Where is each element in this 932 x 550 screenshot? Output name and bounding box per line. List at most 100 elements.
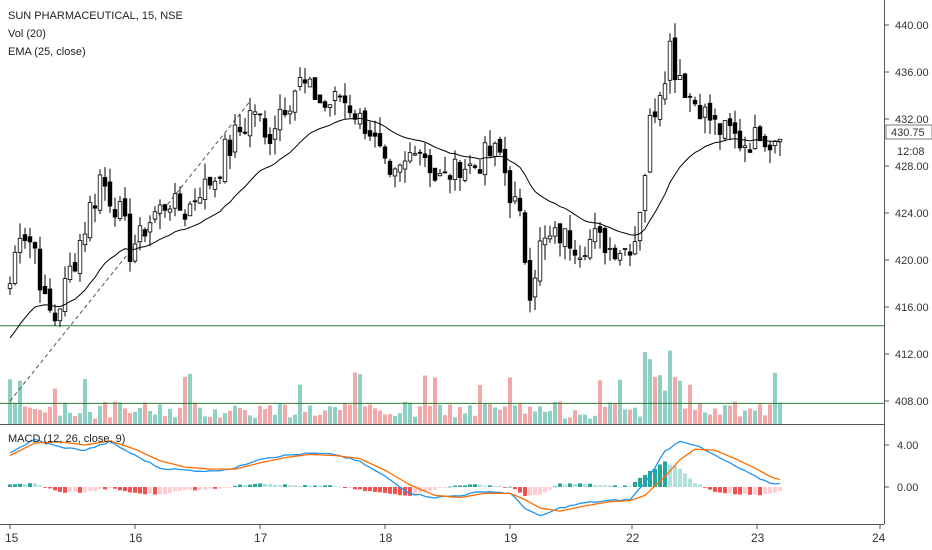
candle	[582, 255, 588, 257]
time-label-22: 22	[626, 531, 640, 545]
volume-bar	[748, 408, 752, 424]
candle	[67, 265, 73, 280]
candle	[212, 180, 218, 190]
candle	[762, 136, 768, 148]
volume-bar	[768, 404, 772, 424]
candle	[777, 138, 783, 143]
candle	[722, 120, 728, 139]
macd-histogram-bar	[558, 483, 562, 487]
macd-histogram-bar	[108, 487, 112, 488]
volume-bar	[678, 380, 682, 424]
volume-bar	[243, 410, 247, 424]
candle	[312, 77, 318, 101]
symbol-title: SUN PHARMACEUTICAL, 15, NSE	[8, 10, 183, 22]
volume-bar	[268, 405, 272, 424]
volume-bar	[643, 352, 647, 424]
volume-bar	[638, 416, 642, 424]
candle	[307, 78, 313, 88]
candle	[402, 160, 408, 170]
volume-bar	[448, 404, 452, 424]
macd-histogram-bar	[378, 487, 382, 493]
volume-bar	[708, 414, 712, 424]
macd-histogram-bar	[433, 487, 437, 490]
candle	[572, 249, 578, 256]
volume-bar	[488, 404, 492, 424]
volume-bar	[563, 418, 567, 424]
candle	[587, 239, 593, 259]
candle	[552, 227, 558, 237]
volume-bar	[183, 376, 187, 424]
macd-histogram-bar	[503, 487, 507, 488]
candle	[687, 95, 693, 98]
volume-bar	[298, 384, 302, 424]
macd-histogram-bar	[533, 487, 537, 495]
macd-histogram-bar	[28, 483, 32, 487]
macd-histogram-bar	[368, 487, 372, 492]
volume-bar	[513, 405, 517, 424]
volume-bar	[523, 413, 527, 424]
macd-histogram-bar	[303, 485, 307, 487]
volume-bar	[778, 402, 782, 424]
volume-bar	[623, 409, 627, 424]
candle	[692, 99, 698, 105]
volume-bar	[398, 413, 402, 424]
macd-histogram-bar	[703, 487, 707, 488]
volume-bar	[628, 409, 632, 424]
macd-histogram-bar	[673, 465, 677, 487]
macd-histogram-bar	[243, 485, 247, 487]
volume-bar	[283, 404, 287, 424]
price-pane[interactable]	[0, 0, 884, 424]
macd-histogram-bar	[348, 487, 352, 488]
candles-layer	[7, 23, 783, 328]
volume-bar	[13, 402, 17, 424]
volume-bar	[443, 415, 447, 424]
candle	[677, 75, 683, 81]
candle	[392, 168, 398, 177]
macd-histogram	[8, 461, 782, 497]
volume-bar	[68, 412, 72, 424]
price-axis[interactable]: 440.00 436.00 432.00 428.00 424.00 420.0…	[884, 20, 929, 408]
volume-bar	[468, 405, 472, 424]
macd-histogram-bar	[463, 485, 467, 487]
candle	[42, 286, 48, 295]
macd-histogram-bar	[88, 487, 92, 491]
volume-bar	[113, 401, 117, 424]
macd-histogram-bar	[298, 486, 302, 487]
macd-histogram-bar	[713, 487, 717, 492]
macd-histogram-bar	[123, 487, 127, 492]
candle	[257, 113, 263, 116]
candle	[332, 91, 338, 101]
volume-bar	[453, 417, 457, 424]
macd-histogram-bar	[248, 484, 252, 487]
candle	[652, 111, 658, 118]
macd-histogram-bar	[663, 461, 667, 487]
macd-pane[interactable]	[0, 425, 884, 524]
macd-histogram-bar	[168, 487, 172, 494]
macd-histogram-bar	[68, 487, 72, 492]
macd-histogram-bar	[23, 484, 27, 487]
candle	[387, 160, 393, 175]
macd-histogram-bar	[78, 487, 82, 493]
volume-bar	[568, 417, 572, 424]
volume-bar	[118, 402, 122, 424]
volume-bar	[228, 410, 232, 424]
macd-histogram-bar	[218, 487, 222, 489]
candle	[22, 234, 28, 242]
volume-bar	[713, 408, 717, 424]
macd-axis[interactable]: 4.00 0.00	[884, 440, 918, 494]
candle	[97, 174, 103, 211]
volume-bar	[218, 417, 222, 424]
volume-bar	[473, 415, 477, 424]
macd-histogram-bar	[43, 487, 47, 488]
candle	[442, 171, 448, 174]
candle	[477, 169, 483, 174]
macd-histogram-bar	[408, 487, 412, 496]
volume-bar	[258, 405, 262, 424]
volume-bar	[373, 408, 377, 424]
volume-bar	[773, 372, 777, 424]
candle	[597, 226, 603, 233]
time-axis[interactable]: 15 16 17 18 19 22 23 24	[5, 524, 886, 545]
candle	[682, 73, 688, 98]
macd-histogram-bar	[693, 483, 697, 487]
